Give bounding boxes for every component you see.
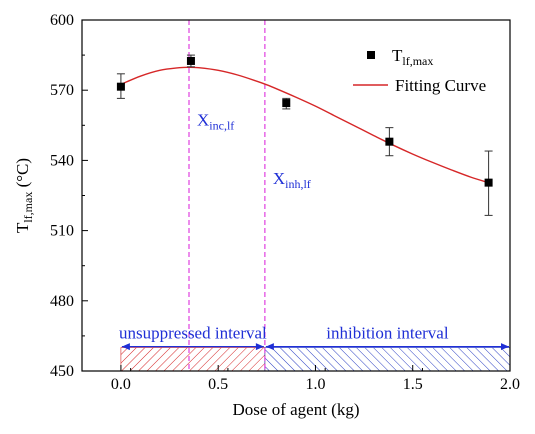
legend: Tlf,max Fitting Curve: [353, 46, 486, 95]
plot-frame: [81, 19, 511, 372]
y-axis: 450 480 510 540 570 600: [50, 12, 88, 380]
data-point: [116, 82, 125, 91]
legend-marker-square: [367, 51, 375, 59]
y-axis-label-sub: lf,max: [21, 192, 35, 223]
unsuppressed-arrowhead-left: [121, 343, 130, 351]
y-axis-label-unit: (°C): [13, 158, 32, 192]
fitting-curve: [120, 66, 489, 184]
legend-series-2-label: Fitting Curve: [395, 76, 486, 95]
x-tick-label: 0.5: [208, 376, 228, 393]
inhibition-interval-band: [264, 347, 511, 372]
data-point: [484, 178, 493, 187]
y-tick-label: 570: [50, 82, 74, 99]
x-tick-label: 2.0: [500, 376, 520, 393]
y-tick-label: 480: [50, 293, 74, 310]
x-inh-label-base: X: [273, 169, 285, 188]
x-tick-label: 1.0: [305, 376, 325, 393]
data-point: [282, 99, 291, 108]
y-tick-label: 510: [50, 223, 74, 240]
unsuppressed-arrowhead-right: [255, 343, 264, 351]
x-tick-label: 0.0: [111, 376, 131, 393]
y-tick-label: 540: [50, 152, 74, 169]
legend-series-1-label: Tlf,max: [392, 46, 433, 68]
x-inh-label-sub: inh,lf: [285, 177, 311, 191]
data-point: [385, 137, 394, 146]
marker-label-group: Xinc,lf Xinh,lf: [197, 110, 311, 191]
inhibition-arrowhead-right: [501, 343, 509, 351]
legend-series-1-sub: lf,max: [402, 54, 433, 68]
y-tick-label: 600: [50, 12, 74, 29]
data-point: [186, 56, 195, 65]
x-axis: 0.0 0.5 1.0 1.5 2.0: [111, 365, 520, 393]
interval-arrow-group: unsuppressed interval inhibition interva…: [119, 324, 509, 351]
y-tick-label: 450: [50, 363, 74, 380]
y-axis-label-base: T: [13, 222, 32, 233]
x-inc-label-base: X: [197, 110, 209, 129]
inhibition-arrowhead-left: [265, 343, 274, 351]
data-points-group: [116, 54, 493, 216]
legend-series-1-base: T: [392, 46, 403, 65]
x-inc-label-sub: inc,lf: [209, 118, 234, 132]
y-axis-label: Tlf,max (°C): [13, 158, 35, 233]
x-axis-label: Dose of agent (kg): [233, 400, 360, 419]
x-inh-label: Xinh,lf: [273, 169, 311, 191]
vertical-marker-group: [188, 20, 266, 371]
inhibition-interval-label: inhibition interval: [326, 324, 449, 343]
x-tick-label: 1.5: [403, 376, 423, 393]
unsuppressed-interval-label: unsuppressed interval: [119, 324, 267, 343]
x-inc-label: Xinc,lf: [197, 110, 234, 132]
unsuppressed-interval-band: [120, 347, 266, 372]
